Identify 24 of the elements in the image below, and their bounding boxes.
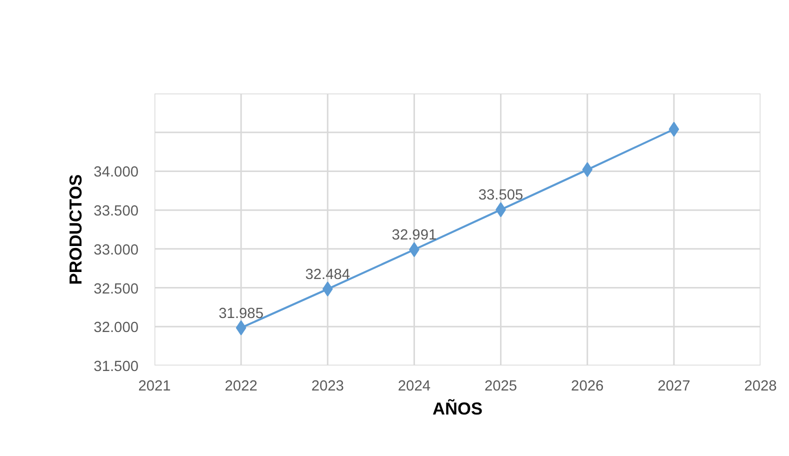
x-axis-title: AÑOS bbox=[432, 398, 483, 418]
x-tick-label: 2026 bbox=[571, 378, 604, 394]
y-tick-label: 33.000 bbox=[94, 242, 138, 258]
y-tick-label: 31.500 bbox=[94, 359, 138, 375]
point bbox=[236, 320, 246, 336]
y-tick-label: 34.000 bbox=[94, 164, 138, 181]
data-label: 32.991 bbox=[392, 228, 437, 244]
y-tick-label: 32.500 bbox=[94, 281, 138, 298]
y-tick-label: 33.500 bbox=[94, 204, 138, 220]
x-tick-label: 2021 bbox=[138, 378, 171, 394]
data-label: 33.505 bbox=[478, 188, 524, 204]
y-tick-label: 32.000 bbox=[94, 320, 138, 336]
x-tick-label: 2025 bbox=[484, 378, 518, 394]
y-axis-title: PRODUCTOS bbox=[66, 174, 86, 285]
x-tick-label: 2023 bbox=[311, 378, 344, 394]
x-tick-label: 2027 bbox=[658, 378, 690, 394]
data-label: 32.484 bbox=[305, 267, 350, 284]
x-tick-label: 2024 bbox=[398, 378, 431, 394]
x-tick-label: 2022 bbox=[224, 378, 258, 394]
point bbox=[582, 162, 593, 178]
data-label: 31.985 bbox=[218, 306, 264, 322]
point bbox=[668, 122, 680, 137]
point bbox=[322, 282, 333, 297]
x-tick-label: 2028 bbox=[744, 378, 777, 394]
